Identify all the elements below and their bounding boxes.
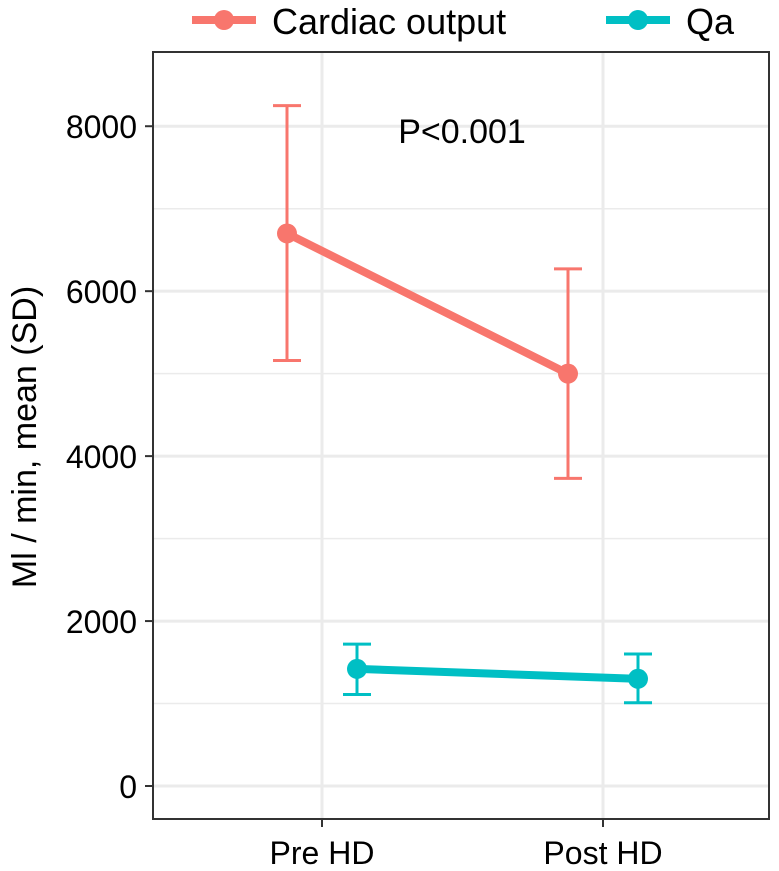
y-tick-label: 0	[119, 769, 137, 805]
y-tick-label: 8000	[66, 109, 137, 145]
legend-label-cardiac-output: Cardiac output	[272, 1, 506, 42]
grid	[153, 52, 769, 819]
y-tick-label: 2000	[66, 604, 137, 640]
series-line-qa	[356, 664, 639, 683]
legend-key-marker-qa	[628, 10, 648, 30]
p-value-annotation: P<0.001	[398, 113, 526, 151]
x-tick-label: Pre HD	[270, 835, 375, 871]
series-line-cardiac-output	[285, 229, 570, 378]
data-point-cardiac-output	[277, 223, 297, 244]
plot-panel	[153, 52, 769, 819]
legend-item-cardiac-output: Cardiac output	[192, 1, 506, 42]
legend-label-qa: Qa	[686, 1, 735, 42]
axes: 0 2000 4000 6000 8000 Pre HD Post HD	[66, 109, 663, 871]
data-point-qa	[628, 668, 648, 689]
legend-key-marker-cardiac-output	[214, 10, 234, 30]
series-layer	[273, 104, 652, 705]
legend: Cardiac output Qa	[192, 1, 735, 42]
data-point-cardiac-output	[558, 363, 578, 384]
plot-border	[152, 51, 770, 820]
x-tick-label: Post HD	[543, 835, 662, 871]
y-tick-label: 6000	[66, 274, 137, 310]
legend-item-qa: Qa	[606, 1, 735, 42]
y-axis-label: Ml / min, mean (SD)	[6, 286, 44, 588]
y-tick-label: 4000	[66, 439, 137, 475]
data-point-qa	[347, 658, 367, 679]
